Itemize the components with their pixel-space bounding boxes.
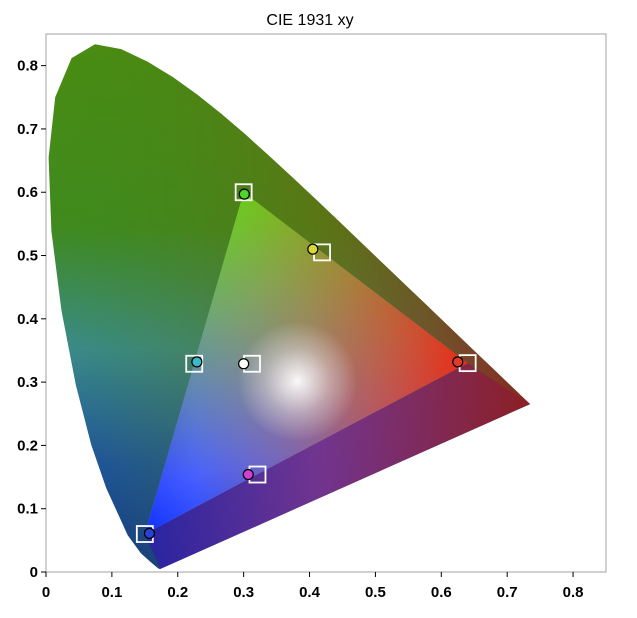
axes: 0 0.1 0.2 0.3 0.4 0.5 0.6 0.7 0.8 0 0.1 0.2 0.3 0.4 0.… — [17, 58, 583, 601]
x-tick-label: 0.3 — [233, 584, 254, 601]
measured-circle-marker — [307, 243, 319, 255]
y-tick-label: 0.7 — [17, 121, 38, 138]
markers — [135, 183, 477, 543]
x-tick-label: 0.6 — [431, 584, 452, 601]
y-tick-label: 0.1 — [17, 501, 38, 518]
y-tick-label: 0 — [30, 564, 38, 581]
y-tick-label: 0.8 — [17, 58, 38, 75]
x-tick-label: 0.7 — [497, 584, 518, 601]
measured-circle-marker — [242, 468, 254, 481]
y-tick-label: 0.6 — [17, 184, 38, 201]
y-tick-label: 0.2 — [17, 437, 38, 454]
measured-circle-marker — [238, 358, 250, 370]
measured-circle-marker — [452, 356, 464, 368]
white-point-glow — [237, 321, 358, 442]
gamut-triangle — [144, 192, 468, 534]
y-tick-label: 0.3 — [17, 374, 38, 391]
x-tick-label: 0.2 — [167, 584, 188, 601]
gamut-fill — [144, 192, 468, 534]
y-tick-label: 0.4 — [17, 311, 39, 328]
x-tick-label: 0.5 — [365, 584, 386, 601]
y-tick-label: 0.5 — [17, 248, 38, 265]
x-tick-label: 0.1 — [101, 584, 122, 601]
target-square-marker — [185, 354, 204, 373]
purple-region — [144, 363, 531, 569]
x-tick-label: 0.8 — [563, 584, 584, 601]
target-square-marker — [234, 183, 253, 202]
x-tick-label: 0.4 — [299, 584, 321, 601]
x-tick-label: 0 — [42, 584, 50, 601]
chart-title: CIE 1931 xy — [266, 12, 353, 29]
measured-circle-marker — [143, 527, 156, 539]
measured-circle-marker — [238, 188, 250, 200]
measured-circle-marker — [191, 356, 203, 368]
